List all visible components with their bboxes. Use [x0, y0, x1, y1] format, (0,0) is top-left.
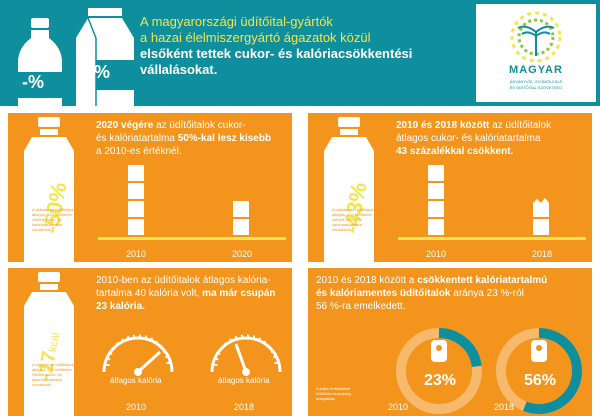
carton-icon [76, 8, 134, 106]
gauge-label-2: átlagos kalória [218, 376, 270, 385]
logo-subtitle-1: ÁSVÁNYVÍZ, GYÜMÖLCSLÉ [509, 79, 563, 84]
panel-2-year-2: 2018 [532, 249, 553, 259]
sugar-cube-icon [428, 219, 444, 235]
panel-3-text-2: tartalma 40 kalória volt, [96, 288, 203, 299]
cube-stack-2010 [128, 165, 144, 235]
logo-emblem-icon [510, 11, 562, 63]
panel-2-year-1: 2010 [426, 249, 447, 259]
panel-2-text-1: az üdítőitalok [489, 120, 552, 131]
gauge-needle [136, 350, 162, 374]
panel-4-year-1: 2010 [388, 402, 409, 412]
share-pct-2: 56% [524, 372, 557, 389]
share-pct-1: 23% [424, 372, 457, 389]
panel-3-text: 2010-ben az üdítőitalok átlagos kalória-… [96, 274, 290, 313]
bottle-graphic [24, 117, 74, 262]
gauge-needle [234, 343, 248, 373]
panel-4-text-2: aránya 23 %-ról [450, 288, 524, 299]
header-line-4: vállalásokat. [140, 62, 218, 77]
panel-2-text-2: átlagos cukor- és kalóriatartalma [396, 133, 541, 144]
association-logo: MAGYAR ÁSVÁNYVÍZ, GYÜMÖLCSLÉ ÉS ÜDÍTŐITA… [476, 4, 596, 102]
calorie-gauge-2010 [102, 334, 174, 376]
panel-4-note: A teljes értékesített üdítőital-mennyisé… [316, 386, 351, 401]
carton-percent-label: -% [88, 62, 110, 82]
sugar-cube-icon [428, 183, 444, 199]
panel-sugar-reduction: -43% A vállalás az üdítőitalok átlagos, … [308, 113, 592, 262]
calorie-gauge-2018 [210, 334, 282, 376]
panel-4-bold-1: csökkentett kalóriatartalmú [417, 275, 548, 286]
panel-3-unit: kcal [46, 331, 63, 354]
panel-1-text-1: az üdítőitalok cukor- [153, 120, 246, 131]
panel-sugar-target: -50% A vállalás az üdítőitalok átlagos, … [8, 113, 292, 262]
panel-1-text-3: a 2010-es értéknél. [96, 146, 182, 157]
sugar-cube-partial-icon [533, 198, 549, 217]
panel-3-year-2: 2018 [234, 402, 255, 412]
logo-name: MAGYAR [509, 64, 563, 76]
panel-2-note: A vállalás az üdítőitalok átlagos, 100 m… [332, 207, 374, 232]
sugar-cube-icon [533, 219, 549, 235]
panel-1-text: 2020 végére az üdítőitalok cukor- és kal… [96, 119, 296, 158]
sugar-cube-icon [128, 165, 144, 181]
bottle-icon [18, 18, 62, 106]
panel-1-bold-2: 50%-kal lesz kisebb [177, 133, 272, 144]
panel-4-year-2: 2018 [494, 402, 515, 412]
panel-4-bold-2: és kalóriamentes üdítőitalok [316, 288, 451, 299]
bottle-percent-label: -% [22, 72, 44, 92]
panel-1-text-2: és kalóriatartalma [96, 133, 178, 144]
share-ring-2018 [496, 328, 582, 414]
panel-2-bold-1: 2010 és 2018 között [396, 120, 490, 131]
header-line-3: elsőként tettek cukor- és kalóriacsökken… [140, 46, 413, 61]
panel-3-year-1: 2010 [126, 402, 147, 412]
panel-4-text-3: 56 %-ra emelkedett. [316, 301, 406, 312]
sugar-cube-icon [428, 201, 444, 217]
cube-stack-2010 [428, 165, 444, 235]
panel-1-year-2: 2020 [232, 249, 253, 259]
sugar-cube-icon [128, 219, 144, 235]
panel-4-text: 2010 és 2018 között a csökkentett kalóri… [316, 274, 588, 313]
logo-subtitle-2: ÉS ÜDÍTŐITAL SZÖVETSÉG [509, 85, 563, 90]
panel-3-text-1: 2010-ben az üdítőitalok átlagos kalória- [96, 275, 271, 286]
panel-1-bold-1: 2020 végére [96, 120, 154, 131]
header-line-1: A magyarországi üdítőital-gyártók [140, 14, 333, 29]
sugar-cube-icon [128, 183, 144, 199]
panel-calories: -17kcal A vállalás az üdítőitalok átlago… [8, 268, 292, 416]
header-banner: -% -% A magyarországi üdítőital-gyártók … [0, 0, 600, 106]
baseline [98, 237, 286, 240]
panel-4-text-1: 2010 és 2018 között a [316, 275, 418, 286]
sugar-cube-icon [128, 201, 144, 217]
panel-3-bold-2: 23 kalória. [96, 301, 145, 312]
sugar-cubes-chart [398, 165, 586, 240]
bottle-graphic [24, 272, 74, 416]
share-ring-2010 [396, 328, 482, 414]
sugar-cube-icon [233, 219, 249, 235]
panel-1-note: A vállalás az üdítőitalok átlagos, 100 m… [32, 207, 74, 232]
baseline [398, 237, 586, 240]
cube-stack-2018 [533, 198, 549, 235]
panel-3-note: A vállalás az üdítőitalok átlagos, 100 m… [32, 362, 74, 387]
panel-low-calorie-share: 2010 és 2018 között a csökkentett kalóri… [308, 268, 592, 416]
sugar-cubes-chart [98, 165, 286, 240]
cube-stack-2020 [233, 201, 249, 235]
panel-1-year-1: 2010 [126, 249, 147, 259]
panel-3-bold-1: ma már csupán [202, 288, 276, 299]
sugar-cube-icon [428, 165, 444, 181]
header-text: A magyarországi üdítőital-gyártók a haza… [140, 14, 450, 78]
header-line-2: a hazai élelmiszergyártó ágazatok közül [140, 30, 371, 45]
bottle-graphic [324, 117, 374, 262]
share-arc [396, 328, 482, 414]
gauge-label-1: átlagos kalória [110, 376, 162, 385]
panel-2-text: 2010 és 2018 között az üdítőitalok átlag… [396, 119, 591, 158]
sugar-cube-icon [233, 201, 249, 217]
share-arc [496, 328, 582, 414]
panel-2-bold-2: 43 százalékkal csökkent. [396, 146, 514, 157]
